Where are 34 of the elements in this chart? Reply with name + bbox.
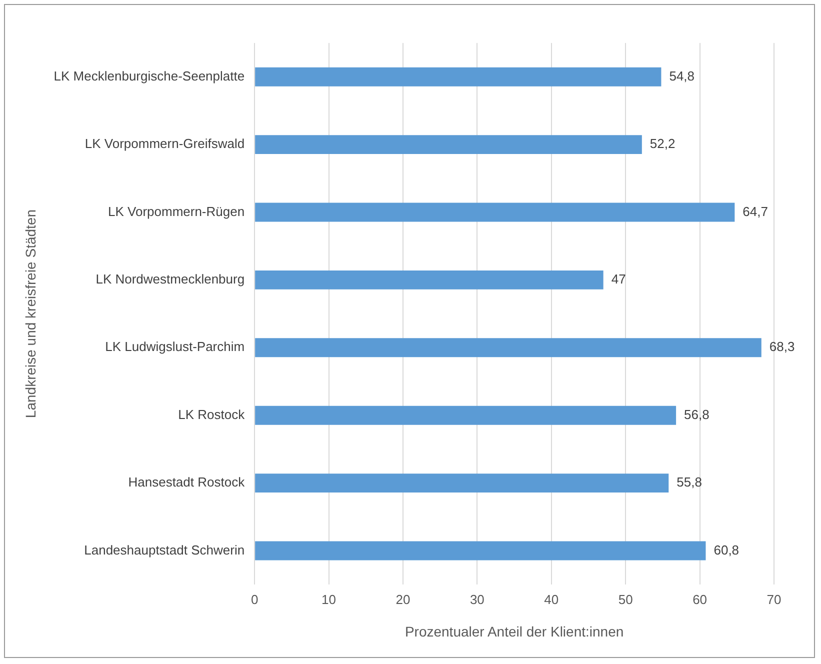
x-axis-title: Prozentualer Anteil der Klient:innen	[404, 623, 624, 640]
y-tick-label: LK Ludwigslust-Parchim	[105, 339, 245, 354]
data-label: 68,3	[769, 339, 795, 354]
data-label: 60,8	[714, 542, 740, 558]
bar	[255, 474, 669, 493]
data-label: 52,2	[650, 136, 676, 152]
x-tick-label: 30	[470, 592, 484, 607]
y-tick-label: LK Mecklenburgische-Seenplatte	[54, 68, 245, 84]
bar	[255, 67, 662, 86]
y-tick-label: Landeshauptstadt Schwerin	[84, 542, 245, 558]
bar	[255, 270, 604, 290]
bar	[255, 202, 735, 222]
x-tick-label: 10	[322, 592, 336, 607]
y-tick-label: LK Vorpommern-Greifswald	[84, 136, 245, 152]
y-tick-label: LK Rostock	[178, 406, 246, 422]
y-axis-title: Landkreise und kreisfreie Städten	[22, 210, 38, 418]
y-tick-label: Hansestadt Rostock	[128, 474, 246, 490]
x-tick-label: 60	[692, 592, 708, 607]
data-label: 64,7	[742, 204, 768, 219]
bar	[255, 338, 762, 358]
bar	[255, 135, 642, 154]
data-label: 56,8	[684, 406, 710, 422]
bar	[255, 406, 676, 425]
data-label: 47	[611, 272, 626, 287]
x-tick-label: 0	[250, 592, 258, 607]
x-tick-label: 50	[618, 592, 633, 607]
x-tick-label: 70	[766, 592, 782, 607]
data-label: 54,8	[669, 68, 695, 84]
y-tick-label: LK Vorpommern-Rügen	[108, 204, 245, 219]
x-tick-label: 40	[544, 592, 559, 607]
data-label: 55,8	[676, 474, 702, 490]
y-tick-label: LK Nordwestmecklenburg	[96, 272, 245, 287]
bar	[255, 541, 706, 560]
x-tick-label: 20	[396, 592, 410, 607]
